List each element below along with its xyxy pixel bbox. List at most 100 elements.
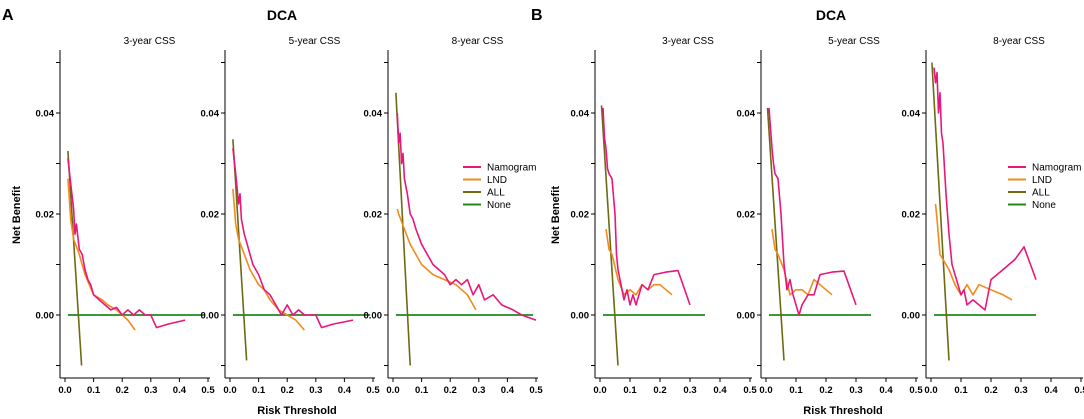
- x-tick-label: 0.5: [529, 385, 543, 396]
- subplot-subtitle: 8-year CSS: [452, 36, 504, 47]
- series-all-line: [67, 150, 83, 366]
- y-tick-label: 0.04: [902, 109, 921, 120]
- x-tick-label: 0.0: [58, 385, 71, 396]
- x-tick-label: 0.3: [849, 385, 862, 396]
- y-tick-label: 0.04: [201, 109, 220, 120]
- series-lnd-line: [771, 228, 833, 296]
- legend-label-lnd: LND: [1032, 175, 1052, 186]
- subplot-subtitle: 8-year CSS: [993, 36, 1045, 47]
- legend-label-namogram: Namogram: [1032, 163, 1081, 174]
- y-tick-label: 0.04: [36, 109, 55, 120]
- subplot-b-5-year: 5-year CSS 0.00 0.02 0.04 0.0 0.1 0.2 0.3 0.4 0.5: [737, 36, 924, 396]
- y-tick-label: 0.02: [902, 210, 921, 221]
- x-tick-label: 0.0: [759, 385, 772, 396]
- series-namogram-line: [232, 148, 354, 329]
- x-tick-label: 0.3: [144, 385, 157, 396]
- y-tick-label: 0.00: [571, 311, 590, 322]
- x-tick-label: 0.5: [909, 385, 923, 396]
- x-tick-label: 0.4: [713, 385, 727, 396]
- series-lnd-line: [605, 228, 673, 296]
- y-tick-label: 0.00: [364, 311, 383, 322]
- x-tick-label: 0.3: [472, 385, 485, 396]
- legend-label-all: ALL: [487, 188, 505, 199]
- series-namogram-line: [768, 107, 857, 316]
- x-tick-label: 0.5: [1074, 385, 1084, 396]
- x-tick-label: 0.1: [415, 385, 429, 396]
- x-tick-label: 0.5: [201, 385, 215, 396]
- series-namogram-line: [67, 158, 186, 329]
- x-tick-label: 0.2: [819, 385, 832, 396]
- x-tick-label: 0.3: [309, 385, 322, 396]
- series-all-line: [766, 107, 785, 361]
- series-lnd-line: [67, 178, 136, 331]
- series-namogram-line: [602, 107, 691, 306]
- subplot-b-3-year: 3-year CSS 0.00 0.02 0.04 0.0 0.1 0.2 0.3 0.4 0.5: [571, 36, 758, 396]
- y-tick-label: 0.02: [36, 210, 55, 221]
- subplot-subtitle: 3-year CSS: [124, 36, 176, 47]
- y-tick-label: 0.04: [571, 109, 590, 120]
- legend-label-lnd: LND: [487, 175, 507, 186]
- x-tick-label: 0.0: [223, 385, 236, 396]
- series-lnd-line: [396, 208, 477, 311]
- legend-label-namogram: Namogram: [487, 163, 536, 174]
- series-all-line: [600, 105, 619, 366]
- panel-b-letter: B: [531, 7, 543, 24]
- x-tick-label: 0.2: [444, 385, 457, 396]
- x-tick-label: 0.2: [116, 385, 129, 396]
- x-tick-label: 0.3: [1014, 385, 1027, 396]
- x-tick-label: 0.5: [743, 385, 757, 396]
- panel-b-xlabel: Risk Threshold: [803, 405, 882, 417]
- panel-a-xlabel: Risk Threshold: [257, 405, 336, 417]
- subplot-a-3-year: 3-year CSS 0.00 0.02 0.04 0.0 0.1 0.2 0.3 0.4 0.5: [36, 36, 216, 396]
- subplot-a-8-year: 8-year CSS 0.00 0.02 0.04 0.0 0.1 0.2 0.3 0.4 0.5…: [364, 36, 544, 396]
- x-tick-label: 0.4: [1044, 385, 1058, 396]
- panel-a-ylabel: Net Benefit: [11, 186, 23, 244]
- panel-b-title: DCA: [816, 7, 846, 23]
- subplot-subtitle: 5-year CSS: [828, 36, 880, 47]
- x-tick-label: 0.1: [789, 385, 803, 396]
- y-tick-label: 0.02: [201, 210, 220, 221]
- y-tick-label: 0.04: [737, 109, 756, 120]
- subplot-subtitle: 5-year CSS: [289, 36, 341, 47]
- series-lnd-line: [934, 203, 1013, 301]
- x-tick-label: 0.2: [984, 385, 997, 396]
- x-tick-label: 0.0: [593, 385, 606, 396]
- y-tick-label: 0.00: [902, 311, 921, 322]
- x-tick-label: 0.0: [386, 385, 399, 396]
- y-tick-label: 0.02: [737, 210, 756, 221]
- y-tick-label: 0.04: [364, 109, 383, 120]
- legend-label-none: None: [487, 200, 511, 211]
- series-namogram-line: [396, 112, 537, 321]
- panel-a-title: DCA: [267, 7, 297, 23]
- x-tick-label: 0.4: [501, 385, 515, 396]
- x-tick-label: 0.4: [173, 385, 187, 396]
- subplot-subtitle: 3-year CSS: [662, 36, 714, 47]
- x-tick-label: 0.2: [653, 385, 666, 396]
- x-tick-label: 0.2: [281, 385, 294, 396]
- x-tick-label: 0.1: [87, 385, 101, 396]
- subplot-a-5-year: 5-year CSS 0.00 0.02 0.04 0.0 0.1 0.2 0.3 0.4 0.5: [201, 36, 381, 396]
- series-all-line: [931, 62, 950, 361]
- y-tick-label: 0.00: [201, 311, 220, 322]
- series-lnd-line: [232, 188, 306, 331]
- y-tick-label: 0.02: [364, 210, 383, 221]
- series-namogram-line: [933, 67, 1037, 311]
- x-tick-label: 0.1: [252, 385, 266, 396]
- panel-b-ylabel: Net Benefit: [550, 186, 562, 244]
- legend-label-all: ALL: [1032, 188, 1050, 199]
- x-tick-label: 0.1: [954, 385, 968, 396]
- x-tick-label: 0.4: [879, 385, 893, 396]
- x-tick-label: 0.0: [924, 385, 937, 396]
- x-tick-label: 0.3: [683, 385, 696, 396]
- panel-a-letter: A: [2, 7, 14, 24]
- subplot-b-8-year: 8-year CSS 0.00 0.02 0.04 0.0 0.1 0.2 0.3 0.4 0.5…: [902, 36, 1084, 396]
- y-tick-label: 0.02: [571, 210, 590, 221]
- x-tick-label: 0.1: [623, 385, 637, 396]
- y-tick-label: 0.00: [36, 311, 55, 322]
- x-tick-label: 0.4: [338, 385, 352, 396]
- subplots: 3-year CSS 0.00 0.02 0.04 0.0 0.1 0.2 0.3 0.4 0.5…: [36, 36, 1084, 396]
- legend-label-none: None: [1032, 200, 1056, 211]
- x-tick-label: 0.5: [366, 385, 380, 396]
- y-tick-label: 0.00: [737, 311, 756, 322]
